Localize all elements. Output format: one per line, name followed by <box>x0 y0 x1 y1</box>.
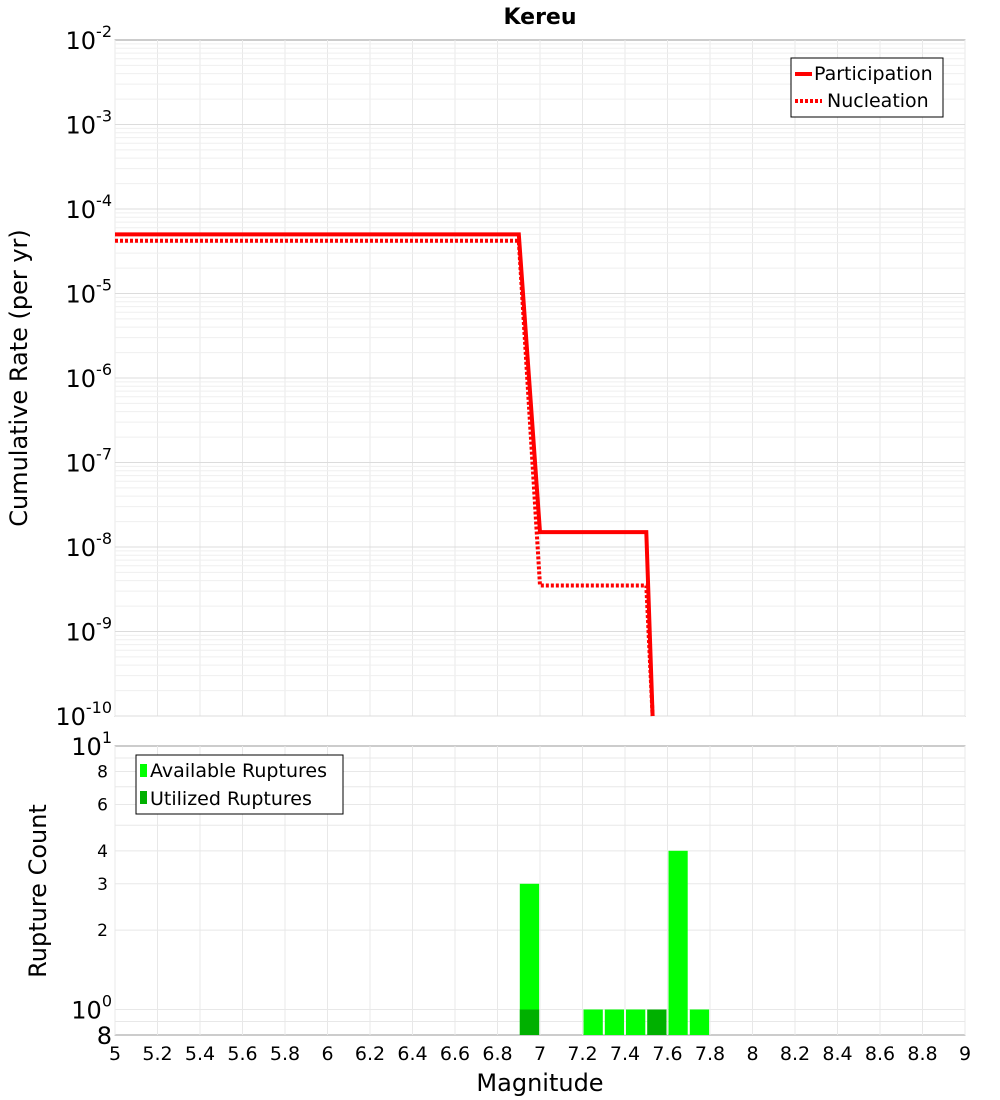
count-y-axis-label: Rupture Count <box>24 804 52 978</box>
x-tick-label: 7.6 <box>652 1043 682 1065</box>
count-x-ticks: 5 5.2 5.4 5.6 5.8 6 6.2 6.4 6.6 6.8 7 7.2 7.4 7.6 7.8 8… <box>109 1043 971 1065</box>
x-tick-label: 6 <box>321 1043 333 1065</box>
x-tick-label: 6.4 <box>397 1043 427 1065</box>
chart-title: Kereu <box>503 5 576 30</box>
rate-y-tick-label: 10-9 <box>66 614 113 647</box>
legend-utilized-label: Utilized Ruptures <box>150 788 312 810</box>
rate-y-tick-label: 10-2 <box>66 22 113 55</box>
utilized-ruptures-bar <box>647 1009 667 1035</box>
x-tick-label: 7 <box>534 1043 546 1065</box>
x-tick-label: 7.4 <box>610 1043 640 1065</box>
x-tick-label: 5.2 <box>142 1043 172 1065</box>
x-tick-label: 7.2 <box>567 1043 597 1065</box>
rate-legend: Participation Nucleation <box>790 57 944 118</box>
x-tick-label: 8.8 <box>907 1043 937 1065</box>
legend-available-label: Available Ruptures <box>150 760 327 782</box>
x-tick-label: 8.2 <box>780 1043 810 1065</box>
rate-y-tick-label: 10-4 <box>66 191 113 224</box>
count-y-tick-label: 100 <box>71 991 112 1024</box>
rate-panel: Kereu 10-210-310-410-510-610-710-810-910… <box>5 5 966 731</box>
count-y-tick-label: 101 <box>71 728 112 761</box>
rate-y-tick-label: 10-8 <box>66 529 113 562</box>
x-tick-label: 9 <box>959 1043 971 1065</box>
available-ruptures-bar <box>689 1009 710 1035</box>
rate-y-tick-label: 10-5 <box>66 276 113 309</box>
legend-utilized-swatch <box>140 791 147 804</box>
x-tick-label: 5.8 <box>270 1043 300 1065</box>
legend-available-swatch <box>140 764 147 777</box>
utilized-ruptures-bar <box>519 1009 540 1035</box>
available-ruptures-bar <box>519 883 540 1035</box>
rate-y-tick-label: 10-7 <box>66 445 113 478</box>
rate-legend-box <box>790 57 944 118</box>
count-y-tick-label: 8 <box>97 1022 112 1050</box>
rate-y-tick-label: 10-3 <box>66 107 113 140</box>
rate-series <box>115 232 655 717</box>
x-tick-label: 6.6 <box>440 1043 470 1065</box>
x-tick-label: 8 <box>746 1043 758 1065</box>
x-tick-label: 6.8 <box>482 1043 512 1065</box>
count-bars <box>519 850 710 1035</box>
x-tick-label: 6.2 <box>355 1043 385 1065</box>
rate-grid <box>114 40 966 717</box>
count-legend: Available Ruptures Utilized Ruptures <box>135 754 344 815</box>
x-tick-label: 5 <box>109 1043 121 1065</box>
available-ruptures-bar <box>668 850 688 1035</box>
count-y-tick-label: 6 <box>97 795 108 815</box>
series-line-participation <box>115 232 655 717</box>
available-ruptures-bar <box>626 1009 646 1035</box>
available-ruptures-bar <box>604 1009 624 1035</box>
count-y-tick-label: 3 <box>97 875 108 895</box>
rate-y-tick-label: 10-6 <box>66 360 113 393</box>
count-y-tick-label: 4 <box>97 842 108 862</box>
legend-nucleation-label: Nucleation <box>827 90 929 112</box>
rate-y-axis-label: Cumulative Rate (per yr) <box>5 229 33 527</box>
x-tick-label: 8.6 <box>865 1043 895 1065</box>
count-y-tick-label: 8 <box>97 763 108 783</box>
x-tick-label: 5.4 <box>185 1043 215 1065</box>
legend-participation-label: Participation <box>814 63 933 85</box>
x-tick-label: 7.8 <box>695 1043 725 1065</box>
rate-y-ticks: 10-2 10-3 10-4 10-5 10-6 10-7 10-8 10-9 10-10 <box>55 22 112 731</box>
rate-y-tick-label: 10-10 <box>55 698 112 731</box>
x-tick-label: 5.6 <box>227 1043 257 1065</box>
available-ruptures-bar <box>583 1009 603 1035</box>
count-y-tick-label: 2 <box>97 921 108 941</box>
x-tick-label: 8.4 <box>822 1043 852 1065</box>
x-axis-label: Magnitude <box>476 1069 603 1097</box>
count-legend-box <box>135 754 344 815</box>
